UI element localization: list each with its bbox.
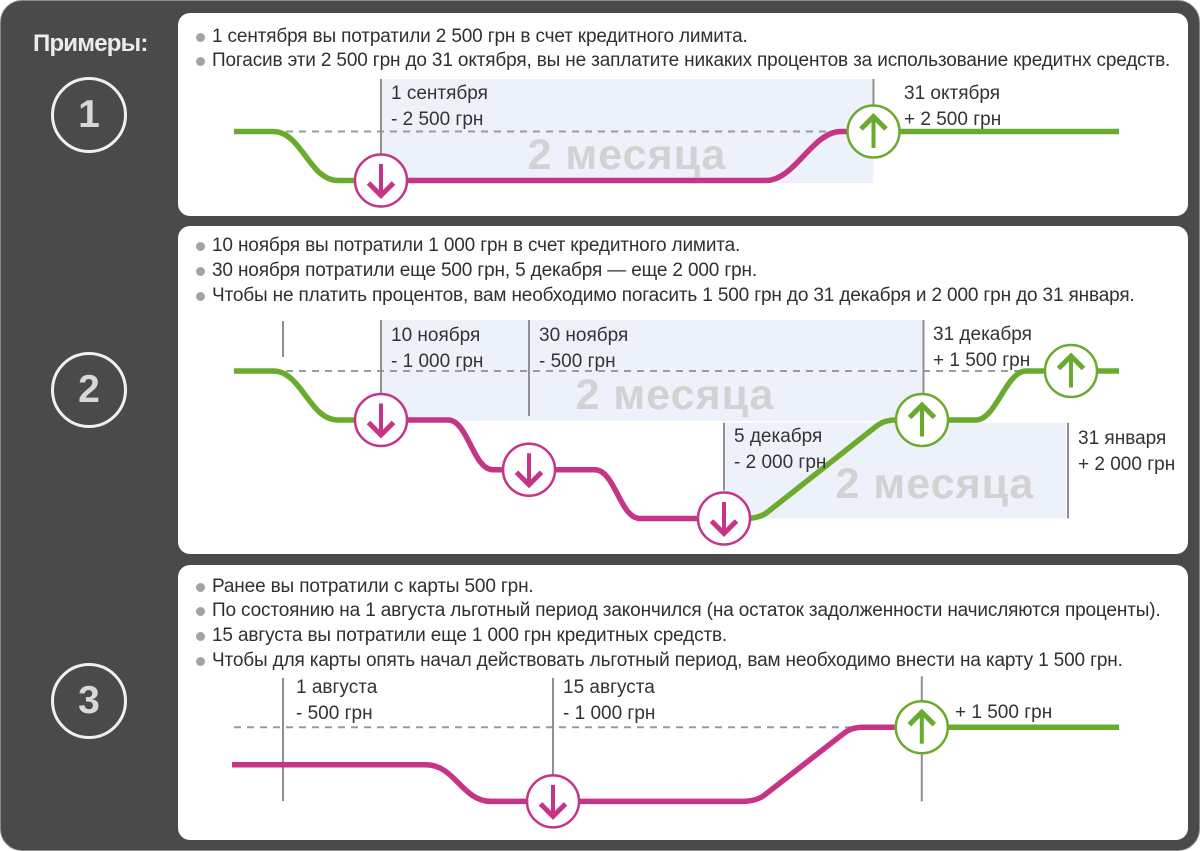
svg-text:1 августа: 1 августа: [296, 677, 378, 698]
svg-text:- 2 000 грн: - 2 000 грн: [734, 452, 826, 473]
svg-text:- 1 000 грн: - 1 000 грн: [563, 703, 655, 724]
svg-text:- 500 грн: - 500 грн: [539, 351, 616, 372]
svg-text:- 1 000 грн: - 1 000 грн: [391, 351, 483, 372]
svg-text:31 декабря: 31 декабря: [933, 324, 1032, 345]
svg-text:+ 1 500 грн: + 1 500 грн: [933, 350, 1030, 371]
svg-text:5 декабря: 5 декабря: [734, 426, 822, 447]
svg-text:+ 2 000 грн: + 2 000 грн: [1078, 454, 1175, 475]
svg-text:15 августа: 15 августа: [563, 677, 655, 698]
svg-text:+ 1 500 грн: + 1 500 грн: [955, 702, 1052, 723]
svg-text:- 2 500 грн: - 2 500 грн: [391, 109, 483, 130]
svg-text:30 ноября: 30 ноября: [539, 325, 628, 346]
svg-text:10 ноября: 10 ноября: [391, 325, 480, 346]
svg-text:2 месяца: 2 месяца: [528, 131, 727, 179]
svg-text:+ 2 500 грн: + 2 500 грн: [904, 109, 1001, 130]
svg-text:1 сентября: 1 сентября: [391, 83, 488, 104]
svg-text:- 500 грн: - 500 грн: [296, 703, 373, 724]
svg-text:2 месяца: 2 месяца: [576, 371, 775, 419]
svg-text:31 января: 31 января: [1078, 428, 1166, 449]
svg-text:2 месяца: 2 месяца: [836, 460, 1035, 508]
svg-text:31 октября: 31 октября: [904, 83, 1000, 104]
